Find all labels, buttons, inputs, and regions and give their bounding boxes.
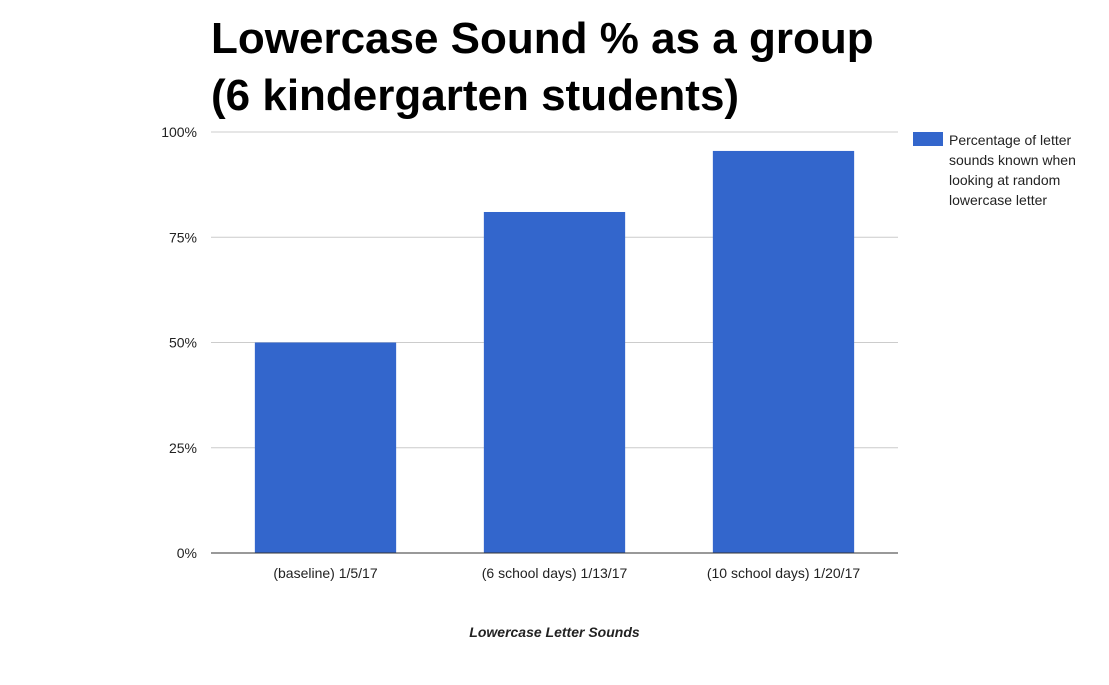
legend-swatch bbox=[913, 132, 943, 146]
chart-title-line-1: Lowercase Sound % as a group bbox=[211, 14, 874, 63]
chart-title-line-2: (6 kindergarten students) bbox=[211, 71, 740, 120]
y-tick-label: 100% bbox=[161, 124, 197, 140]
chart-title: Lowercase Sound % as a group (6 kinderga… bbox=[211, 10, 931, 124]
y-axis-tick-labels: 0% 25% 50% 75% 100% bbox=[161, 124, 197, 561]
x-tick-label: (6 school days) 1/13/17 bbox=[482, 565, 628, 581]
y-tick-label: 25% bbox=[169, 440, 197, 456]
y-tick-label: 0% bbox=[177, 545, 197, 561]
bar bbox=[254, 342, 397, 553]
legend: Percentage of letter sounds known when l… bbox=[913, 130, 1103, 210]
bar bbox=[483, 211, 626, 554]
x-tick-label: (10 school days) 1/20/17 bbox=[707, 565, 861, 581]
y-tick-label: 50% bbox=[169, 335, 197, 351]
bar bbox=[712, 150, 855, 553]
x-axis-title: Lowercase Letter Sounds bbox=[469, 624, 640, 640]
legend-label: Percentage of letter sounds known when l… bbox=[949, 132, 1076, 208]
x-tick-label: (baseline) 1/5/17 bbox=[273, 565, 378, 581]
x-axis-tick-labels: (baseline) 1/5/17 (6 school days) 1/13/17… bbox=[273, 565, 860, 581]
y-tick-label: 75% bbox=[169, 229, 197, 245]
bars bbox=[254, 150, 855, 554]
